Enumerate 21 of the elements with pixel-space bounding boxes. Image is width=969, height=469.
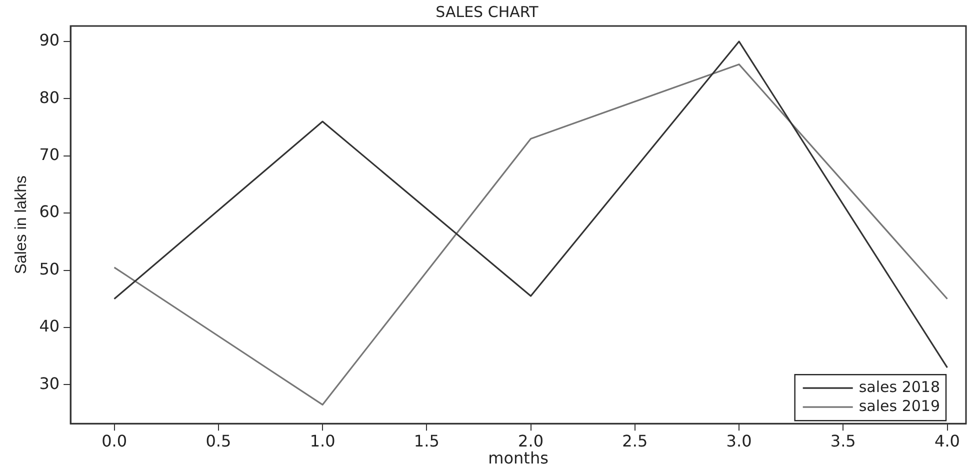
x-tick-label: 3.5 (830, 431, 856, 450)
legend-label: sales 2019 (858, 396, 940, 415)
y-tick-label: 70 (39, 145, 60, 164)
x-tick-label: 3.0 (726, 431, 752, 450)
x-tick-label: 4.0 (934, 431, 960, 450)
x-tick-label: 2.0 (518, 431, 544, 450)
legend-label: sales 2018 (858, 378, 940, 396)
y-tick-label: 80 (39, 88, 60, 107)
x-tick-label: 0.0 (102, 431, 128, 450)
x-tick-label: 2.5 (622, 431, 648, 450)
y-tick-label: 50 (39, 259, 60, 278)
y-tick-label: 30 (39, 374, 60, 393)
y-axis-title: Sales in lakhs (13, 175, 30, 274)
y-tick-label: 60 (39, 202, 60, 222)
chart-title: SALES CHART (436, 2, 540, 21)
x-tick-label: 0.5 (206, 431, 232, 450)
y-tick-label: 40 (39, 316, 60, 336)
x-axis-title: months (488, 448, 548, 468)
x-tick-label: 1.0 (310, 431, 336, 450)
y-tick-label: 90 (39, 30, 60, 50)
x-tick-label: 1.5 (414, 431, 440, 450)
